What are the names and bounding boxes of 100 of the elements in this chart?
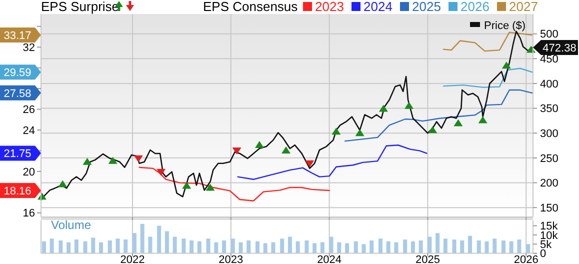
point — [454, 119, 463, 126]
bar — [288, 236, 292, 254]
point — [82, 158, 92, 165]
bar — [255, 241, 260, 254]
bar — [42, 241, 46, 254]
bar — [517, 240, 522, 254]
y2-tick-label: 300 — [540, 128, 558, 140]
text: 29.59 — [4, 66, 32, 79]
legend-label: 2027 — [509, 0, 538, 14]
bar — [148, 236, 152, 254]
point — [58, 180, 68, 188]
point — [428, 126, 438, 134]
point — [206, 184, 215, 191]
bar — [83, 241, 88, 254]
legend-label: 2026 — [460, 0, 490, 14]
bar — [124, 240, 128, 254]
bar — [108, 240, 112, 254]
legend-label: 2025 — [412, 0, 441, 14]
bar — [484, 241, 489, 254]
bar — [182, 238, 186, 254]
bar — [271, 242, 276, 254]
bar — [99, 242, 104, 254]
bar — [394, 242, 398, 254]
bar — [132, 233, 136, 254]
point — [182, 182, 192, 189]
point — [478, 116, 488, 124]
bar — [206, 238, 210, 254]
y2-tick-label: 150 — [540, 202, 558, 214]
data-label: 472.38 — [542, 42, 576, 54]
bar — [296, 241, 300, 254]
bar — [304, 240, 309, 254]
bar — [164, 231, 169, 254]
y-tick-label: 32 — [22, 42, 35, 54]
bar — [443, 238, 448, 254]
point — [282, 146, 291, 154]
point — [305, 160, 314, 168]
y-tick-label: 16 — [22, 208, 35, 220]
bar — [214, 242, 218, 254]
y2-tick-label: 500 — [540, 28, 558, 41]
y-tick-label: 24 — [22, 124, 35, 137]
x-tick-label: 2023 — [218, 254, 244, 264]
y2-tick-label: 350 — [540, 103, 558, 116]
bar — [312, 243, 317, 254]
text: 18.16 — [4, 185, 32, 198]
bar — [337, 242, 342, 254]
point — [254, 141, 264, 148]
bar — [428, 236, 432, 254]
bar — [452, 240, 456, 254]
y-tick-label: 0 — [540, 248, 546, 260]
bar — [345, 243, 350, 254]
x-tick-label: 2025 — [415, 254, 440, 264]
bar — [436, 233, 440, 254]
bar — [263, 243, 268, 254]
legend-label: Price ($) — [484, 20, 526, 32]
bar — [460, 240, 464, 254]
bar — [354, 241, 358, 254]
legend-label: 2024 — [364, 0, 392, 14]
bar — [172, 236, 177, 254]
bar — [526, 244, 530, 254]
y2-tick-label: 450 — [540, 54, 558, 66]
point — [378, 104, 388, 112]
y-tick-label: 5k — [540, 238, 552, 251]
point — [502, 62, 511, 69]
line-series — [442, 68, 533, 88]
x-tick-label: 2024 — [317, 254, 342, 264]
point — [108, 156, 118, 164]
y-tick-label: 26 — [22, 104, 35, 116]
bar — [386, 241, 390, 254]
text: 21.75 — [4, 148, 32, 160]
text: 27.58 — [4, 88, 32, 100]
bar — [378, 238, 382, 254]
point — [332, 128, 341, 135]
bar — [468, 236, 472, 254]
bar — [74, 240, 78, 254]
line-series — [344, 89, 533, 142]
bar — [370, 240, 374, 254]
text: 33.17 — [4, 30, 32, 42]
bar — [222, 240, 226, 254]
y2-tick-label: 250 — [540, 152, 558, 165]
bar — [197, 241, 202, 254]
bar — [157, 226, 162, 254]
point — [404, 102, 414, 109]
bar — [238, 242, 243, 254]
legend-label: 2023 — [315, 0, 344, 14]
bar — [230, 238, 235, 254]
bar — [280, 238, 284, 254]
bar — [320, 242, 324, 254]
bar — [50, 238, 54, 254]
line-series — [138, 166, 330, 202]
line-series — [237, 144, 428, 180]
chart-title: Volume — [51, 218, 92, 232]
x-tick-label: 2026 — [514, 254, 538, 264]
bar — [246, 240, 251, 254]
point — [232, 147, 242, 154]
y-tick-label: 20 — [22, 166, 35, 178]
bar — [501, 240, 506, 254]
bar — [410, 241, 415, 254]
bar — [509, 241, 514, 254]
bar — [329, 236, 334, 254]
bar — [116, 238, 120, 254]
